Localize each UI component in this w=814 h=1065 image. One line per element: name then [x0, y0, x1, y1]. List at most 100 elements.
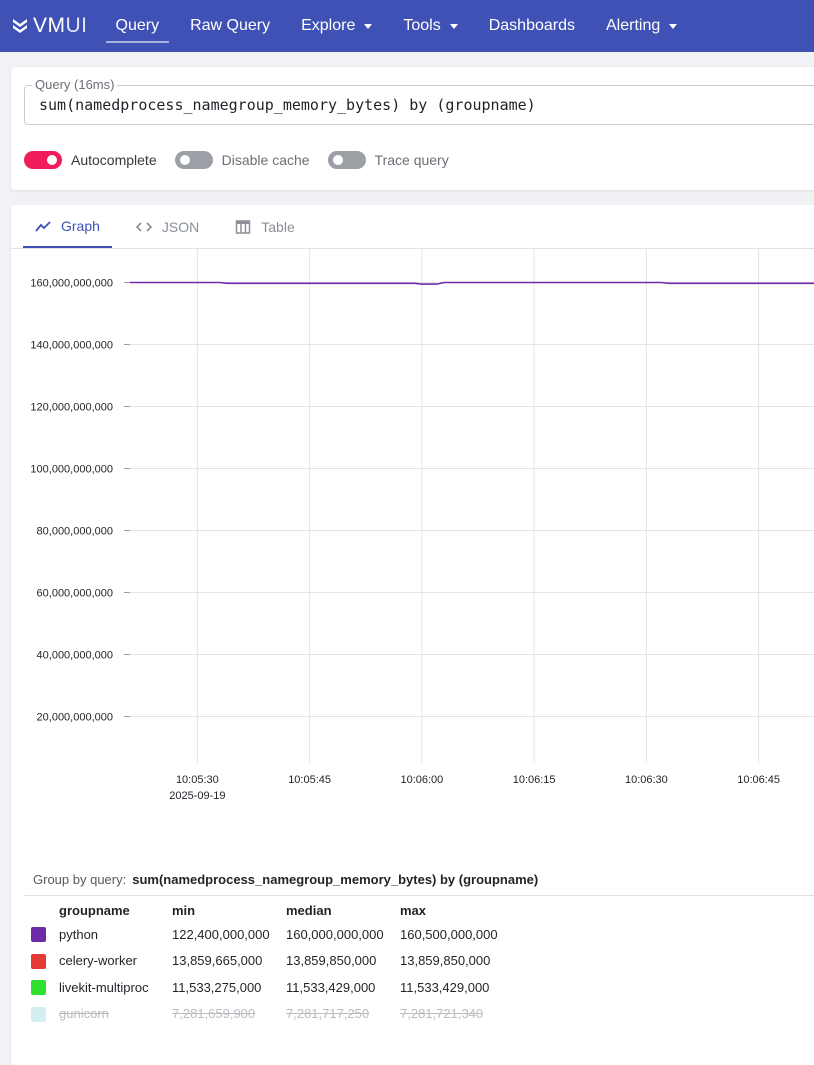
tab-table[interactable]: Table	[223, 205, 306, 248]
x-tick-label: 10:06:45	[737, 774, 780, 786]
tab-label: Table	[261, 218, 295, 235]
legend-swatch-cell	[24, 948, 59, 975]
y-tick-label: 40,000,000,000	[37, 650, 113, 662]
nav-label: Query	[115, 17, 160, 34]
query-expression[interactable]: sum(namedprocess_namegroup_memory_bytes)…	[39, 96, 536, 114]
legend-cell-groupname: gunicorn	[59, 1006, 109, 1022]
group-by-query: sum(namedprocess_namegroup_memory_bytes)…	[132, 872, 539, 887]
toggle-label: Trace query	[374, 152, 449, 168]
legend-cell-median: 13,859,850,000	[286, 953, 377, 969]
caret-down-icon	[669, 23, 678, 29]
legend-cell-max: 160,500,000,000	[400, 926, 498, 942]
table-icon	[235, 219, 261, 235]
logo-text: VM	[33, 14, 66, 37]
main-nav: Query Raw Query Explore Tools Dashboards Aler…	[105, 0, 699, 52]
toggle-knob	[179, 155, 190, 165]
legend-header-groupname: groupname	[59, 902, 130, 918]
x-date-label: 2025-09-19	[169, 790, 225, 802]
legend-cell-min: 122,400,000,000	[172, 926, 270, 942]
result-tabs: Graph JSON Table	[11, 205, 814, 249]
y-tick-label: 80,000,000,000	[37, 526, 113, 538]
vmui-logo[interactable]: VM UI	[11, 14, 88, 38]
legend-swatch-cell	[24, 974, 59, 1001]
series-color-swatch[interactable]	[31, 1006, 46, 1022]
results-panel: Graph JSON Table 20,000,000,000 40,000,000,…	[11, 205, 814, 1065]
legend-cell-min: 13,859,665,000	[172, 953, 263, 969]
toggle-label: Autocomplete	[71, 152, 157, 168]
tab-json[interactable]: JSON	[124, 205, 211, 248]
memory-line-chart[interactable]: 20,000,000,000 40,000,000,000 60,000,000,0…	[11, 205, 814, 825]
tab-label: Graph	[61, 217, 100, 234]
x-tick-label: 10:06:30	[625, 774, 668, 786]
nav-label: Alerting	[606, 17, 661, 34]
group-by-info: Group by query: sum(namedprocess_namegrou…	[33, 872, 538, 887]
toggle-switch[interactable]	[327, 151, 366, 169]
legend-divider	[24, 895, 814, 896]
legend-table: groupname min median max python 122,400,0…	[24, 899, 520, 1027]
tab-graph[interactable]: Graph	[23, 205, 112, 248]
toggle-knob	[47, 155, 57, 165]
nav-label: Dashboards	[488, 17, 575, 34]
nav-query[interactable]: Query	[105, 0, 170, 52]
legend-cell-groupname: livekit-multiproc	[59, 979, 149, 995]
nav-explore[interactable]: Explore	[291, 0, 382, 52]
nav-label: Raw Query	[190, 17, 271, 34]
nav-label: Tools	[403, 17, 441, 34]
x-tick-label: 10:05:45	[288, 774, 331, 786]
legend-row[interactable]: celery-worker 13,859,665,000 13,859,850,00…	[24, 948, 520, 975]
y-tick-label: 120,000,000,000	[30, 402, 113, 414]
legend-swatch-cell	[24, 921, 59, 948]
legend-cell-median: 11,533,429,000	[286, 979, 376, 995]
logo-suffix: UI	[65, 14, 88, 37]
caret-down-icon	[449, 23, 458, 29]
legend-cell-max: 7,281,721,340	[400, 1006, 484, 1022]
group-by-label: Group by query:	[33, 872, 127, 887]
legend-row[interactable]: gunicorn 7,281,659,900 7,281,717,250 7,281,…	[24, 1001, 520, 1028]
x-tick-label: 10:06:00	[400, 774, 443, 786]
toggle-trace-query[interactable]: Trace query	[327, 151, 449, 169]
nav-tools[interactable]: Tools	[393, 0, 467, 52]
nav-alerting[interactable]: Alerting	[596, 0, 687, 52]
y-tick-label: 100,000,000,000	[30, 464, 113, 476]
legend-row[interactable]: livekit-multiproc 11,533,275,000 11,533,42…	[24, 974, 520, 1001]
nav-raw-query[interactable]: Raw Query	[180, 0, 280, 52]
legend-row[interactable]: python 122,400,000,000 160,000,000,000 160,…	[24, 921, 520, 948]
toggle-knob	[332, 155, 343, 165]
top-nav-bar: VM UI Query Raw Query Explore Tools Dashboard…	[0, 0, 814, 52]
x-tick-label: 10:06:15	[513, 774, 556, 786]
series-color-swatch[interactable]	[31, 953, 46, 969]
legend-cell-min: 7,281,659,900	[172, 1006, 256, 1022]
nav-label: Explore	[301, 17, 356, 34]
y-tick-label: 160,000,000,000	[30, 278, 113, 290]
code-icon	[135, 219, 162, 235]
legend-header-median: median	[286, 902, 332, 918]
legend-cell-max: 13,859,850,000	[400, 953, 491, 969]
y-tick-label: 20,000,000,000	[37, 712, 113, 724]
legend-header-swatch	[24, 899, 59, 921]
legend-cell-min: 11,533,275,000	[172, 979, 262, 995]
toggle-autocomplete[interactable]: Autocomplete	[24, 151, 157, 169]
toggle-disable-cache[interactable]: Disable cache	[174, 151, 310, 169]
toggle-switch[interactable]	[174, 151, 213, 169]
caret-down-icon	[364, 23, 373, 29]
query-panel: Query (16ms) sum(namedprocess_namegroup_…	[11, 67, 814, 190]
legend-cell-groupname: celery-worker	[59, 953, 138, 969]
series-line-python	[130, 281, 814, 285]
series-color-swatch[interactable]	[31, 980, 46, 996]
query-input[interactable]: Query (16ms) sum(namedprocess_namegroup_…	[24, 77, 814, 125]
legend-cell-median: 7,281,717,250	[286, 1006, 370, 1022]
series-color-swatch[interactable]	[31, 927, 46, 943]
y-tick-label: 140,000,000,000	[30, 340, 113, 352]
tab-label: JSON	[161, 218, 200, 235]
line-chart-icon	[35, 218, 61, 234]
legend-cell-groupname: python	[59, 926, 99, 942]
toggle-label: Disable cache	[221, 152, 310, 168]
toggle-switch[interactable]	[24, 151, 62, 169]
nav-dashboards[interactable]: Dashboards	[479, 0, 585, 52]
legend-cell-max: 11,533,429,000	[400, 979, 490, 995]
x-tick-label: 10:05:30	[176, 774, 219, 786]
legend-cell-median: 160,000,000,000	[286, 926, 384, 942]
legend-header-max: max	[400, 902, 427, 918]
y-tick-label: 60,000,000,000	[37, 588, 113, 600]
legend-header-min: min	[172, 902, 196, 918]
